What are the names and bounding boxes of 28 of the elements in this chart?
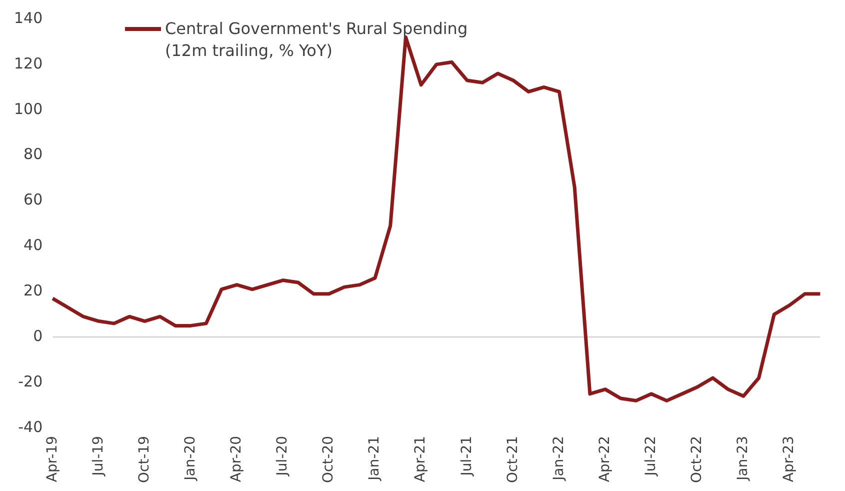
x-tick-label: Jul-21 [458,436,475,477]
y-tick-label: 80 [24,145,43,164]
x-tick-label: Jan-21 [366,436,383,482]
x-tick-label: Apr-23 [781,436,798,482]
x-tick-label: Apr-21 [412,436,429,482]
x-tick-label: Jul-22 [642,436,659,477]
legend-label: Central Government's Rural Spending (12m trailing, % YoY) [165,18,469,62]
x-tick-label: Oct-21 [504,436,521,484]
y-tick-label: -20 [18,372,43,390]
x-tick-label: Oct-19 [136,436,152,484]
x-tick-label: Oct-22 [689,436,706,484]
x-tick-label: Jul-20 [274,436,291,477]
x-tick-label: Jan-22 [550,436,567,482]
y-tick-label: 100 [14,100,43,118]
y-tick-label: 40 [24,236,43,254]
x-tick-label: Apr-19 [44,436,60,482]
x-tick-label: Apr-22 [596,436,613,482]
x-tick-label: Jul-19 [90,436,106,477]
x-tick-label: Jan-20 [182,436,198,482]
y-tick-label: 120 [14,54,43,72]
y-tick-label: 20 [24,282,43,300]
x-tick-label: Apr-20 [228,436,244,482]
y-tick-label: -40 [18,418,43,436]
y-tick-label: 140 [14,8,43,27]
y-tick-label: 0 [33,326,43,345]
x-tick-label: Jan-23 [735,436,752,482]
x-tick-label: Oct-20 [320,436,337,484]
y-tick-label: 60 [24,190,43,209]
